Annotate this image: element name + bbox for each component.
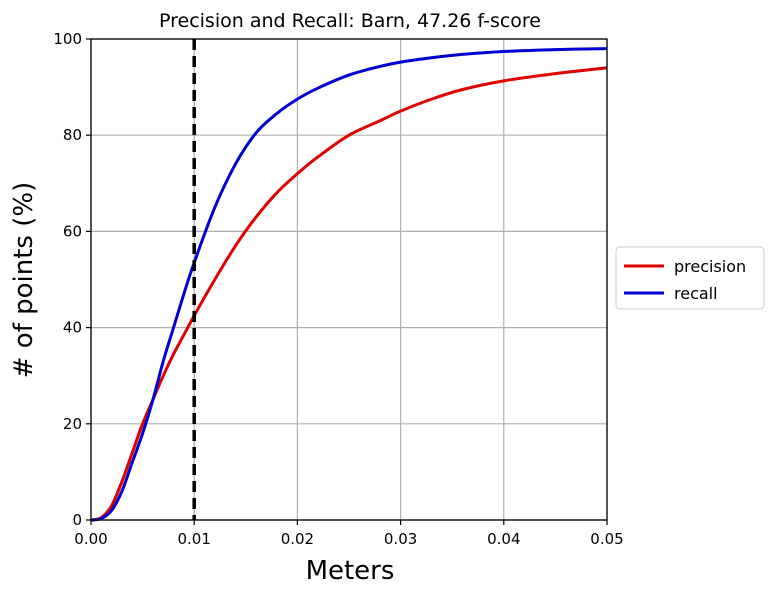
- x-tick-label: 0.02: [281, 530, 314, 548]
- x-tick-label: 0.04: [487, 530, 520, 548]
- series-lines: [90, 47, 608, 522]
- y-tick-label: 20: [63, 415, 82, 433]
- chart-title: Precision and Recall: Barn, 47.26 f-scor…: [159, 10, 541, 32]
- axis-ticks: 0.00 0.01 0.02 0.03 0.04 0.05 0 20 40 60 80 100: [53, 30, 623, 548]
- plot-frame: [90, 38, 608, 521]
- y-axis-label: # of points (%): [9, 182, 39, 379]
- x-tick-label: 0.01: [177, 530, 210, 548]
- legend: precision recall: [615, 246, 765, 310]
- y-tick-label: 60: [63, 222, 82, 240]
- y-tick-label: 40: [63, 319, 82, 337]
- precision-line: [90, 66, 608, 522]
- x-axis-label: Meters: [306, 556, 395, 586]
- y-tick-label: 80: [63, 126, 82, 144]
- x-tick-label: 0.03: [384, 530, 417, 548]
- grid-lines: [90, 38, 608, 521]
- y-tick-label: 0: [72, 511, 82, 529]
- recall-line: [90, 47, 608, 522]
- legend-label-recall: recall: [674, 284, 718, 303]
- y-tick-label: 100: [53, 30, 82, 48]
- legend-label-precision: precision: [674, 257, 746, 276]
- x-tick-label: 0.00: [74, 530, 107, 548]
- x-tick-label: 0.05: [590, 530, 623, 548]
